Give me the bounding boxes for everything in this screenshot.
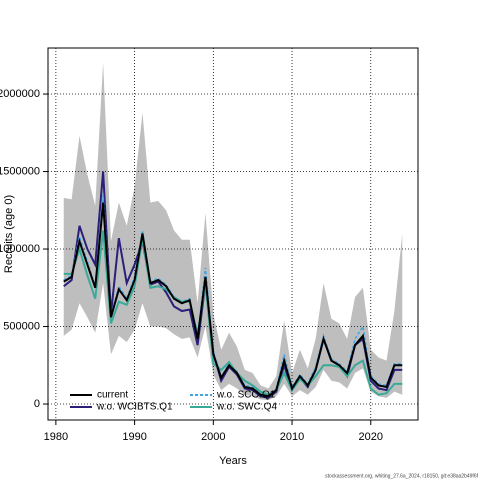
legend-label: current: [97, 390, 128, 401]
y-tick-label: 0: [34, 398, 40, 410]
legend-label: w.o. SCO.Q1: [216, 390, 276, 401]
footer: stockassessment.org, whiting_27.6a_2024,…: [325, 473, 478, 479]
confidence-band: [63, 63, 403, 401]
y-tick-label: 500000: [3, 320, 40, 332]
x-tick-label: 2010: [280, 431, 304, 443]
y-axis-label: Recruits (age 0): [3, 195, 15, 273]
x-axis-label: Years: [219, 455, 247, 467]
plot-frame: [47, 47, 419, 421]
y-tick-label: 1500000: [0, 165, 40, 177]
x-tick-label: 2020: [359, 431, 383, 443]
legend-label: w.o. SWC.Q4: [216, 402, 277, 413]
x-tick-label: 1990: [122, 431, 146, 443]
x-tick-label: 2000: [201, 431, 225, 443]
y-tick-label: 2000000: [0, 88, 40, 100]
legend-label: w.o. WCIBTS.Q1: [96, 402, 173, 413]
y-tick-label: 1000000: [0, 243, 40, 255]
series-line: [63, 230, 403, 396]
series-line: [63, 202, 403, 398]
x-tick-label: 1980: [44, 431, 68, 443]
